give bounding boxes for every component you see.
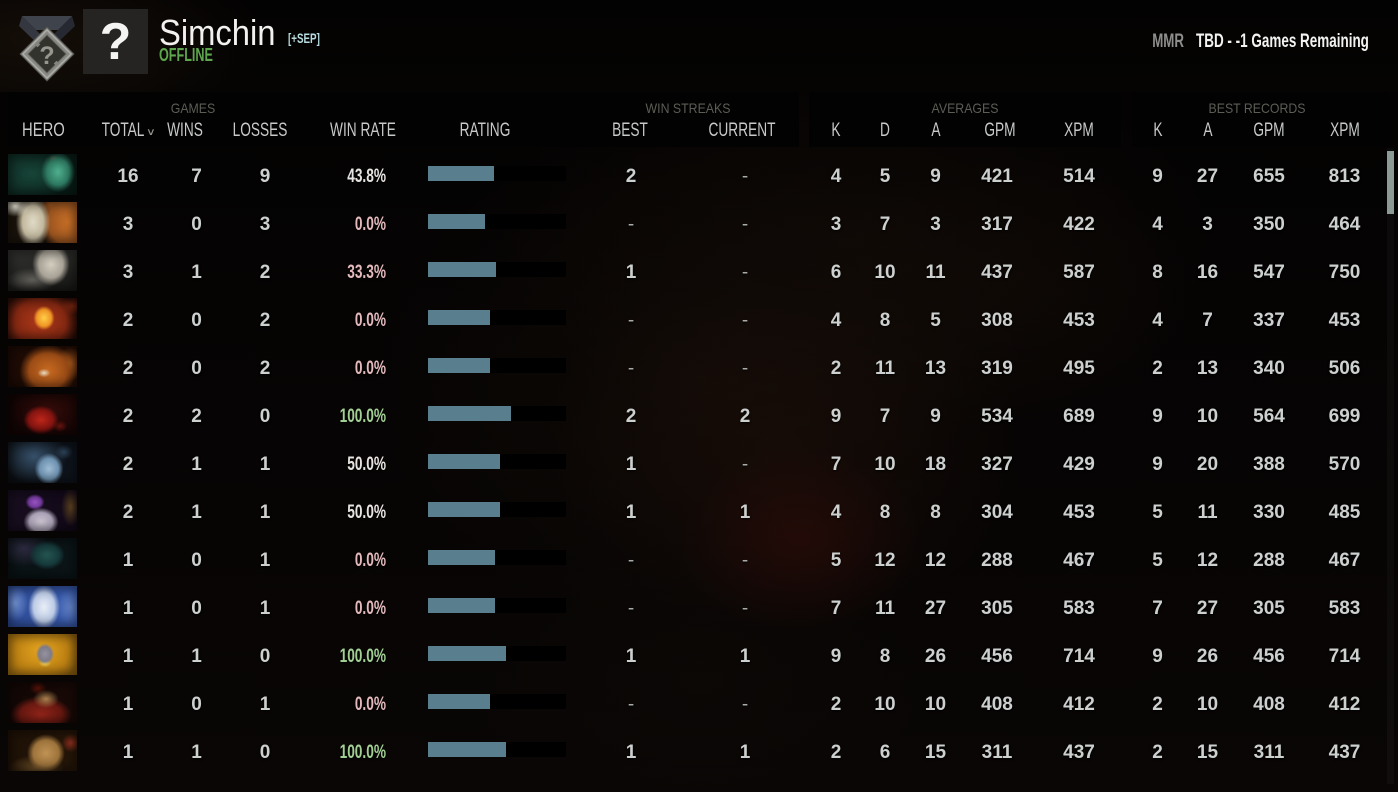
svg-text:?: ?: [39, 42, 54, 70]
